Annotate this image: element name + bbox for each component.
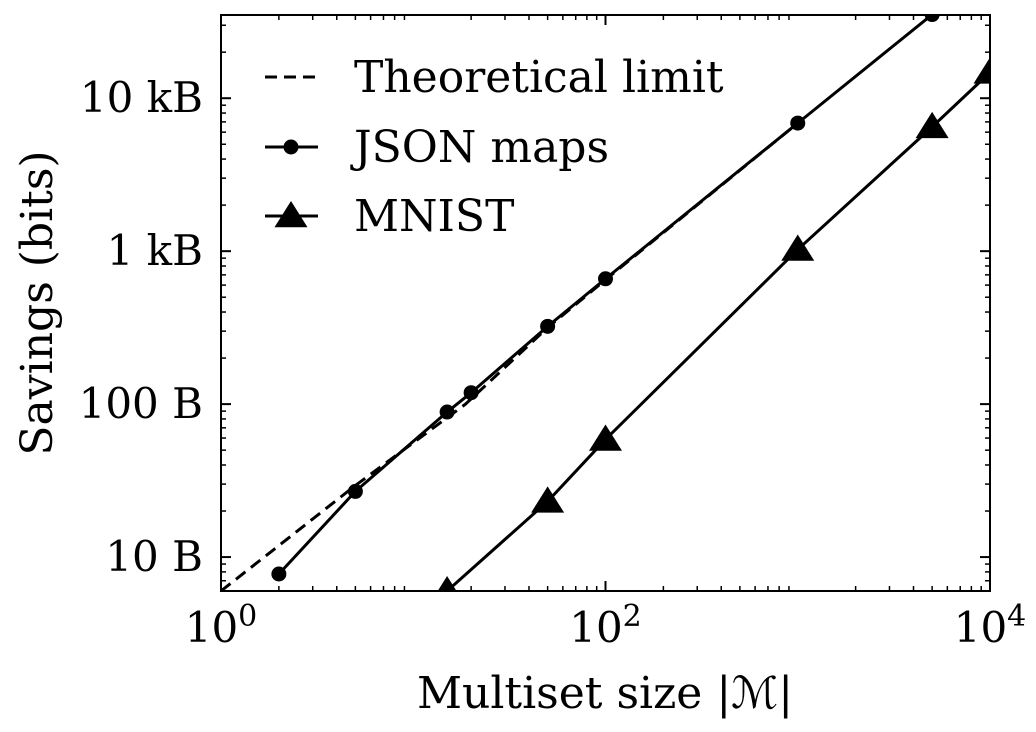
x-tick-label: 104 xyxy=(954,599,1027,652)
mnist-point xyxy=(973,57,990,84)
legend-json-maps-marker xyxy=(283,139,299,155)
y-axis-label: Savings (bits) xyxy=(12,150,63,455)
mnist-line xyxy=(446,71,990,591)
json-maps-line xyxy=(277,15,934,576)
json-maps-point xyxy=(598,271,613,287)
json-maps-point xyxy=(540,318,556,334)
y-tick-label: 10 B xyxy=(105,532,203,581)
legend-mnist-marker xyxy=(274,201,308,228)
x-axis-label: Multiset size |ℳ| xyxy=(417,668,793,719)
x-tick-label: 100 xyxy=(185,599,258,652)
legend-mnist-label: MNIST xyxy=(354,191,514,242)
plot-area xyxy=(221,15,990,591)
mnist-point xyxy=(915,111,949,139)
y-tick-label: 1 kB xyxy=(107,226,203,275)
axis-ticks: 100 102 104 10 B 100 B 1 kB 10 kB xyxy=(79,15,1027,652)
legend-theoretical-limit-label: Theoretical limit xyxy=(354,52,724,103)
json-maps-point xyxy=(347,483,363,499)
json-maps-point xyxy=(271,566,287,582)
json-maps-point xyxy=(439,404,455,420)
y-tick-label: 10 kB xyxy=(80,73,203,122)
y-tick-label: 100 B xyxy=(79,379,203,428)
mnist-point xyxy=(589,424,622,451)
legend-json-maps-label: JSON maps xyxy=(350,122,609,173)
mnist-point xyxy=(781,234,815,261)
json-maps-point xyxy=(790,115,806,131)
mnist-point xyxy=(437,576,457,591)
legend: Theoretical limit JSON maps MNIST xyxy=(265,52,724,242)
json-maps-point xyxy=(463,385,479,401)
x-tick-label: 102 xyxy=(569,599,642,652)
mnist-point xyxy=(531,486,565,513)
